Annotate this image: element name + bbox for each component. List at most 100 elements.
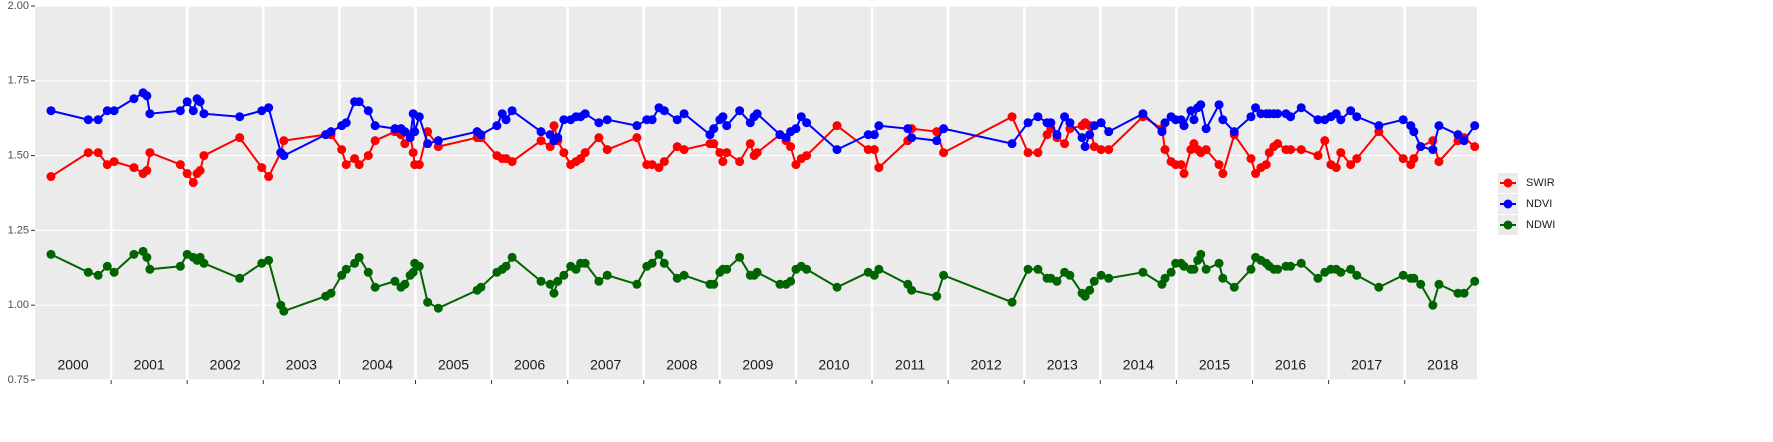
- point: [1176, 160, 1186, 170]
- point: [580, 148, 590, 158]
- point: [786, 276, 796, 286]
- point: [410, 127, 420, 137]
- point: [93, 148, 103, 158]
- point: [279, 151, 289, 161]
- point: [536, 127, 546, 137]
- y-tick-label: 1.50: [8, 150, 29, 162]
- point: [501, 261, 511, 271]
- point: [414, 160, 424, 170]
- legend-label: SWIR: [1526, 177, 1555, 189]
- point: [182, 97, 192, 107]
- point: [1160, 273, 1170, 283]
- point: [354, 160, 364, 170]
- point: [559, 148, 569, 158]
- point: [199, 109, 209, 119]
- point: [408, 267, 418, 277]
- point: [175, 160, 185, 170]
- point: [1080, 142, 1090, 152]
- point: [363, 106, 373, 116]
- point: [102, 160, 112, 170]
- point: [1320, 136, 1330, 146]
- point: [1261, 160, 1271, 170]
- point: [791, 160, 801, 170]
- point: [659, 106, 669, 116]
- year-label: 2002: [210, 357, 241, 373]
- point: [1434, 157, 1444, 167]
- point: [1214, 160, 1224, 170]
- year-label: 2000: [57, 357, 88, 373]
- point: [752, 109, 762, 119]
- year-label: 2017: [1351, 357, 1382, 373]
- point: [400, 139, 410, 149]
- point: [145, 148, 155, 158]
- point: [363, 151, 373, 161]
- point: [46, 172, 56, 182]
- point: [1033, 112, 1043, 122]
- point: [142, 91, 152, 101]
- point: [536, 276, 546, 286]
- point: [400, 127, 410, 137]
- point: [1398, 154, 1408, 164]
- point: [507, 157, 517, 167]
- point: [1409, 154, 1419, 164]
- point: [602, 115, 612, 125]
- point: [647, 258, 657, 268]
- point: [145, 109, 155, 119]
- point: [182, 169, 192, 179]
- legend-label: NDVI: [1526, 198, 1552, 210]
- y-tick-label: 0.75: [8, 374, 29, 386]
- year-label: 2018: [1427, 357, 1458, 373]
- year-label: 2001: [134, 357, 165, 373]
- point: [1089, 121, 1099, 131]
- point: [1179, 121, 1189, 131]
- point: [709, 279, 719, 289]
- point: [932, 136, 942, 146]
- point: [1085, 130, 1095, 140]
- point: [83, 267, 93, 277]
- point: [109, 267, 119, 277]
- point: [1166, 267, 1176, 277]
- point: [580, 258, 590, 268]
- point: [1214, 258, 1224, 268]
- point: [647, 115, 657, 125]
- point: [594, 276, 604, 286]
- point: [752, 267, 762, 277]
- point: [1065, 270, 1075, 280]
- point: [709, 139, 719, 149]
- point: [1346, 160, 1356, 170]
- point: [188, 178, 198, 188]
- point: [1160, 118, 1170, 128]
- legend-point: [1503, 199, 1513, 209]
- point: [1007, 112, 1017, 122]
- point: [235, 273, 245, 283]
- point: [1104, 145, 1114, 155]
- point: [553, 133, 563, 143]
- point: [279, 136, 289, 146]
- point: [1060, 112, 1070, 122]
- point: [832, 282, 842, 292]
- point: [722, 148, 732, 158]
- point: [632, 133, 642, 143]
- point: [142, 252, 152, 262]
- point: [1336, 267, 1346, 277]
- point: [1179, 169, 1189, 179]
- point: [832, 145, 842, 155]
- point: [722, 121, 732, 131]
- point: [1398, 115, 1408, 125]
- legend-point: [1503, 178, 1513, 188]
- point: [874, 121, 884, 131]
- point: [659, 157, 669, 167]
- point: [1201, 124, 1211, 134]
- point: [1104, 127, 1114, 137]
- point: [735, 157, 745, 167]
- point: [1046, 118, 1056, 128]
- point: [501, 115, 511, 125]
- point: [1218, 273, 1228, 283]
- point: [735, 106, 745, 116]
- point: [1296, 145, 1306, 155]
- point: [1218, 169, 1228, 179]
- point: [932, 127, 942, 137]
- point: [354, 97, 364, 107]
- y-tick-label: 1.00: [8, 299, 29, 311]
